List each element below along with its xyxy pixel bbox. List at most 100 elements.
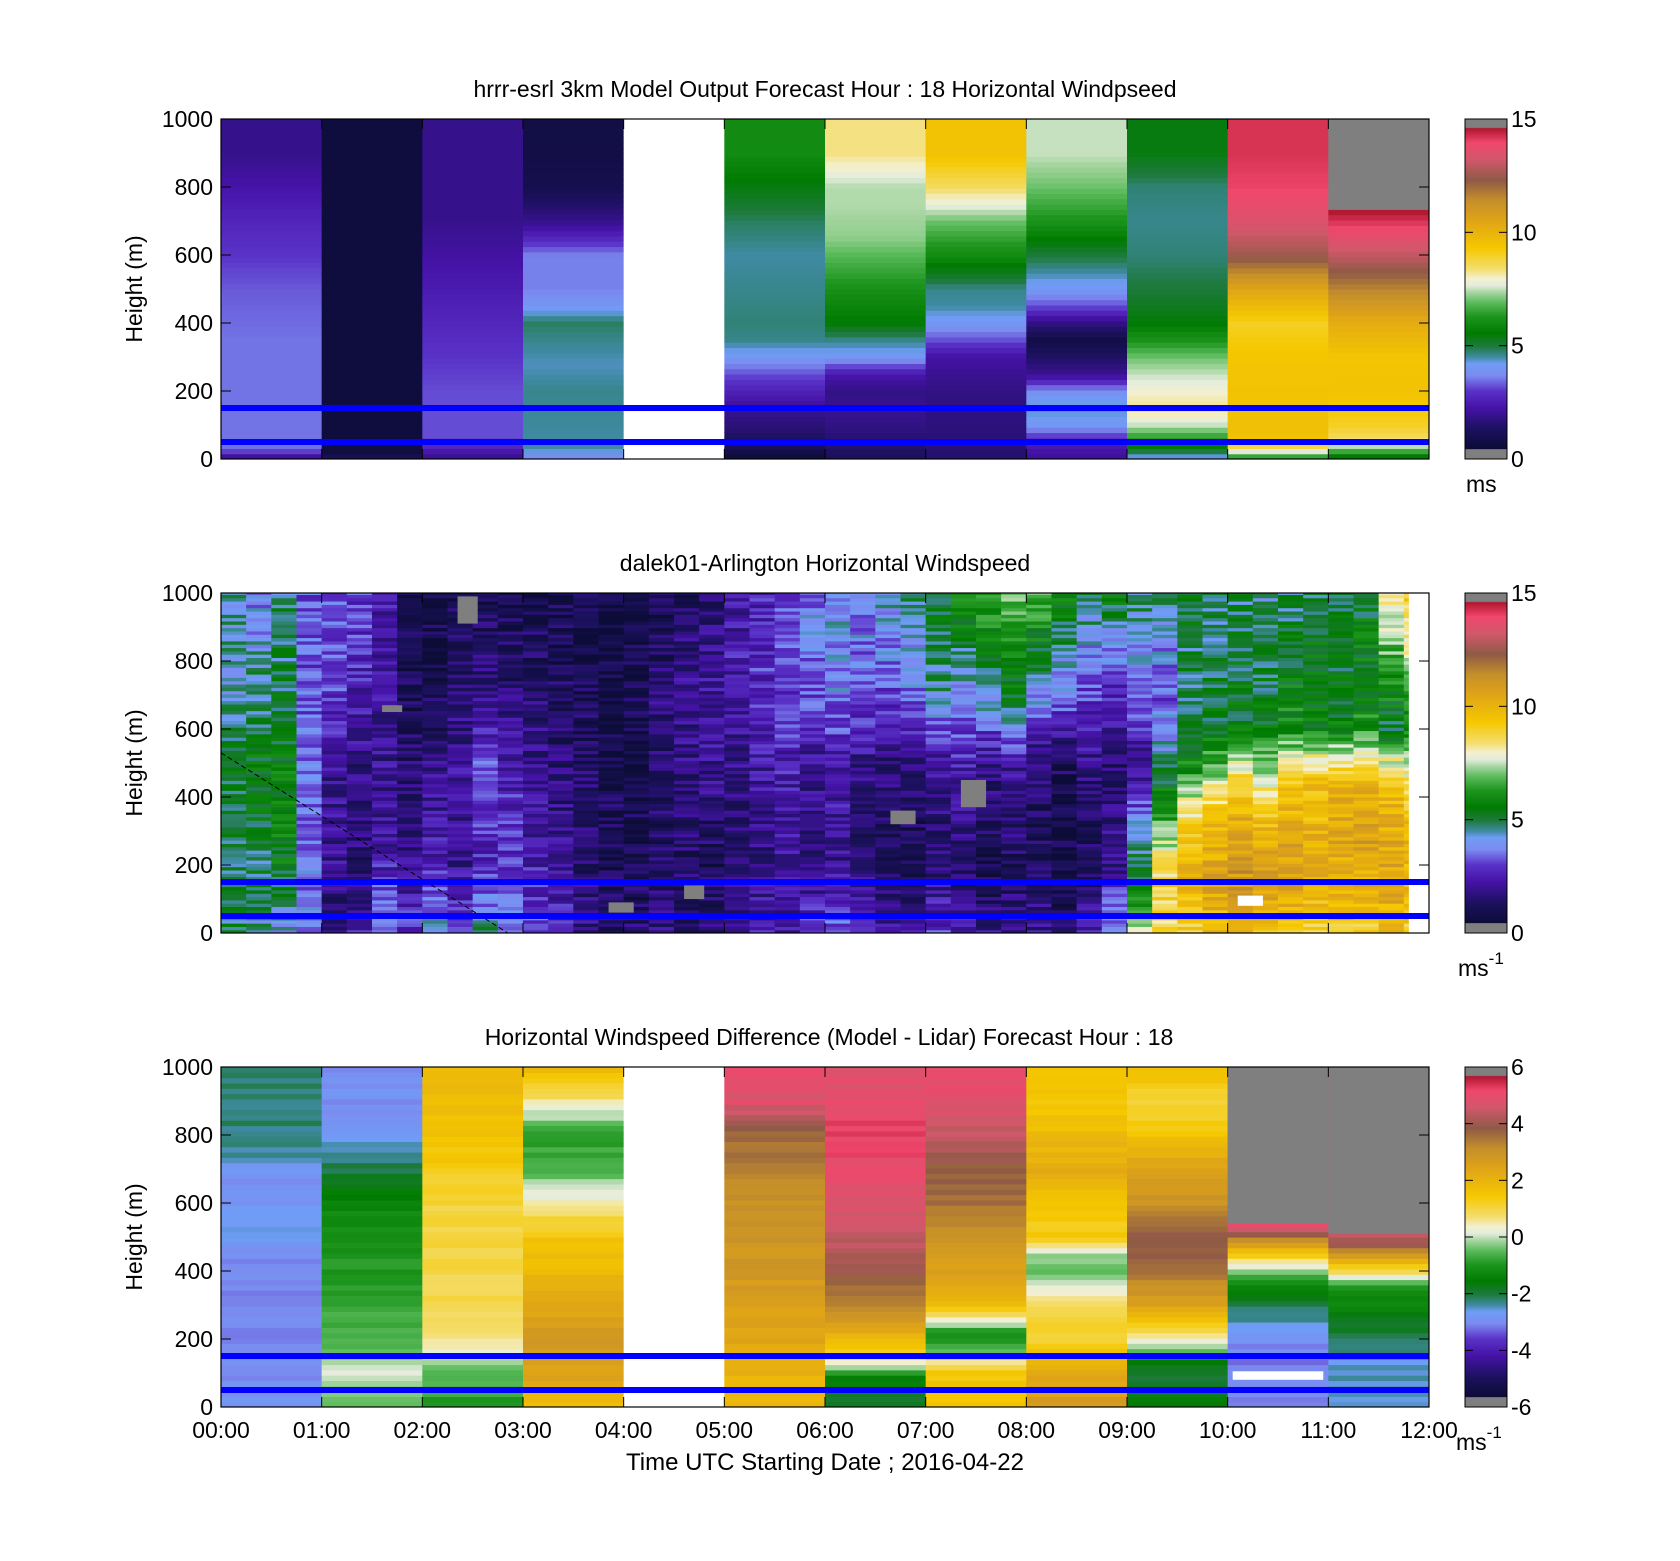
heatmap-cell	[1202, 906, 1229, 911]
heatmap-cell	[699, 747, 725, 751]
heatmap-cell	[1026, 310, 1128, 317]
heatmap-cell	[1076, 664, 1103, 668]
heatmap-cell	[774, 810, 801, 815]
heatmap-cell	[221, 670, 247, 675]
heatmap-cell	[221, 859, 247, 864]
heatmap-cell	[925, 400, 1027, 407]
heatmap-cell	[1328, 389, 1429, 396]
heatmap-cell	[472, 896, 499, 901]
heatmap-cell	[1227, 411, 1329, 418]
heatmap-cell	[1177, 620, 1204, 625]
heatmap-cell	[321, 793, 348, 798]
heatmap-cell	[422, 896, 449, 901]
heatmap-cell	[1076, 693, 1103, 698]
heatmap-cell	[749, 770, 776, 775]
heatmap-cell	[221, 634, 247, 639]
heatmap-cell	[648, 886, 675, 891]
heatmap-cell	[1026, 331, 1128, 338]
heatmap-cell	[296, 869, 323, 874]
heatmap-cell	[1227, 427, 1329, 434]
heatmap-cell	[1202, 600, 1229, 605]
heatmap-cell	[372, 657, 398, 662]
heatmap-cell	[976, 757, 1002, 761]
heatmap-cell	[1152, 697, 1178, 702]
heatmap-cell	[724, 310, 826, 317]
heatmap-cell	[422, 793, 449, 798]
heatmap-cell	[1127, 919, 1153, 924]
heatmap-cell	[724, 209, 826, 216]
heatmap-cell	[1127, 198, 1229, 205]
heatmap-cell	[1227, 331, 1329, 338]
heatmap-cell	[900, 750, 927, 755]
heatmap-cell	[1328, 421, 1429, 428]
heatmap-cell	[1101, 703, 1128, 708]
heatmap-cell	[799, 776, 826, 781]
heatmap-cell	[346, 826, 373, 831]
heatmap-cell	[1127, 800, 1153, 805]
heatmap-cell	[321, 923, 348, 927]
heatmap-cell	[1001, 710, 1027, 715]
heatmap-cell	[1152, 627, 1178, 632]
heatmap-cell	[321, 299, 423, 306]
heatmap-cell	[724, 740, 751, 745]
heatmap-cell	[1051, 743, 1078, 748]
heatmap-cell	[321, 770, 348, 775]
heatmap-cell	[925, 150, 1027, 157]
heatmap-cell	[825, 597, 851, 602]
heatmap-cell	[246, 776, 272, 781]
heatmap-cell	[774, 843, 801, 848]
heatmap-cell	[422, 926, 449, 931]
heatmap-cell	[699, 893, 725, 898]
heatmap-cell	[1001, 929, 1027, 933]
heatmap-cell	[648, 793, 675, 798]
heatmap-cell	[1127, 770, 1153, 775]
heatmap-cell	[900, 780, 927, 785]
heatmap-cell	[724, 379, 826, 386]
heatmap-cell	[1026, 235, 1128, 242]
heatmap-cell	[1202, 840, 1229, 844]
heatmap-cell	[422, 780, 449, 785]
heatmap-cell	[271, 899, 298, 904]
heatmap-cell	[825, 182, 927, 189]
heatmap-cell	[346, 597, 373, 602]
heatmap-cell	[1076, 713, 1103, 718]
heatmap-cell	[422, 823, 449, 828]
heatmap-cell	[875, 607, 902, 612]
heatmap-cell	[523, 747, 549, 751]
heatmap-cell	[850, 640, 876, 645]
heatmap-cell	[623, 219, 725, 226]
heatmap-cell	[774, 773, 801, 778]
heatmap-cell	[1152, 660, 1178, 665]
heatmap-cell	[774, 866, 801, 871]
heatmap-cell	[321, 607, 348, 612]
heatmap-cell	[648, 899, 675, 904]
heatmap-cell	[749, 863, 776, 868]
heatmap-cell	[422, 198, 524, 205]
heatmap-cell	[850, 753, 876, 758]
heatmap-cell	[1026, 654, 1053, 659]
heatmap-cell	[623, 647, 650, 652]
heatmap-cell	[900, 770, 927, 775]
heatmap-cell	[1202, 660, 1229, 665]
heatmap-cell	[1026, 846, 1053, 851]
heatmap-cell	[900, 800, 927, 805]
heatmap-cell	[850, 740, 876, 745]
heatmap-cell	[1026, 883, 1053, 888]
heatmap-cell	[523, 630, 549, 635]
heatmap-cell	[1026, 796, 1053, 801]
heatmap-cell	[648, 740, 675, 745]
heatmap-cell	[850, 826, 876, 831]
heatmap-cell	[950, 866, 977, 871]
heatmap-cell	[598, 766, 625, 771]
heatmap-cell	[623, 411, 725, 418]
heatmap-cell	[1026, 680, 1053, 685]
heatmap-cell	[1026, 747, 1053, 751]
heatmap-cell	[900, 747, 927, 751]
heatmap-cell	[1001, 780, 1027, 785]
heatmap-cell	[397, 720, 423, 725]
heatmap-cell	[1127, 644, 1153, 649]
heatmap-cell	[925, 384, 1027, 391]
heatmap-cell	[1026, 810, 1053, 815]
heatmap-cell	[925, 614, 952, 619]
heatmap-cell	[548, 670, 574, 675]
